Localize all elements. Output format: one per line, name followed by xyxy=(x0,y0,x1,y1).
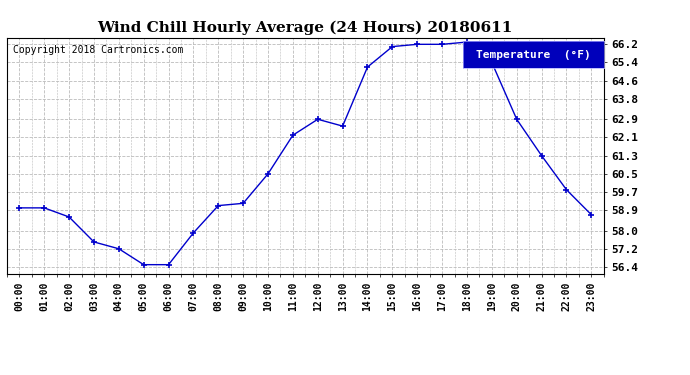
Text: Copyright 2018 Cartronics.com: Copyright 2018 Cartronics.com xyxy=(13,45,184,55)
Title: Wind Chill Hourly Average (24 Hours) 20180611: Wind Chill Hourly Average (24 Hours) 201… xyxy=(98,21,513,35)
